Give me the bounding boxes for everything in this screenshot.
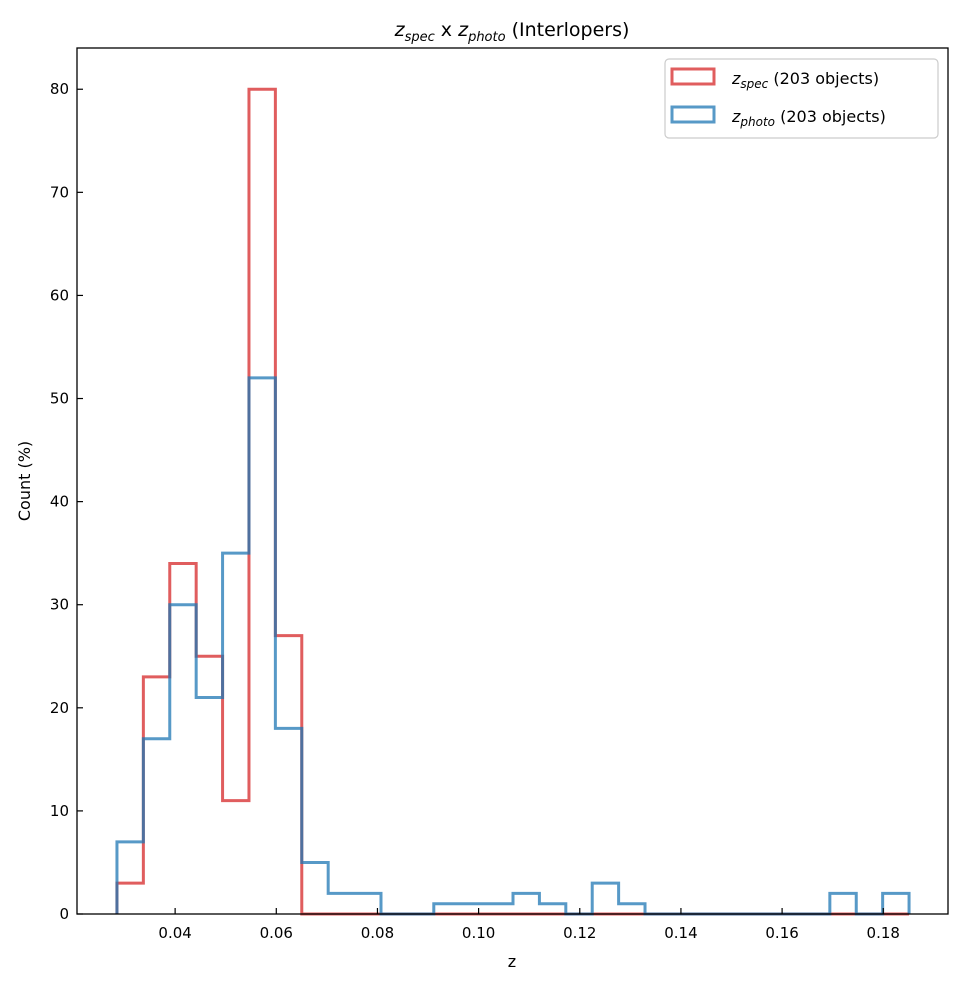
legend-label-spec: zspec (203 objects) (731, 69, 879, 91)
y-tick-label: 50 (50, 390, 69, 408)
histogram-bin (619, 904, 645, 914)
histogram-bin (487, 904, 513, 914)
legend-swatch-spec (670, 67, 716, 86)
series-photo (115, 376, 911, 916)
legend-box (664, 58, 939, 139)
y-tick-label: 10 (50, 802, 69, 820)
histogram-bin (143, 739, 169, 914)
histogram-bin (434, 904, 460, 914)
svg-text:zspec x zphoto (Interlopers): zspec x zphoto (Interlopers) (394, 19, 630, 45)
x-axis: 0.04 0.06 0.08 0.10 0.12 0.14 0.16 0.18 (158, 908, 900, 942)
title-suffix: (Interlopers) (506, 19, 630, 41)
x-tick-label: 0.16 (765, 924, 798, 942)
histogram-bin (513, 893, 539, 914)
x-tick-label: 0.04 (158, 924, 191, 942)
x-tick-label: 0.06 (260, 924, 293, 942)
title-mid: x (435, 19, 458, 41)
legend: zspec (203 objects) zphoto (203 objects) (664, 58, 939, 139)
histogram-bin (249, 378, 275, 914)
x-tick-label: 0.08 (361, 924, 394, 942)
histogram-bin (539, 904, 565, 914)
y-axis-label: Count (%) (15, 441, 34, 521)
title-sub2: photo (467, 30, 506, 45)
y-tick-label: 80 (50, 80, 69, 98)
histogram-bin (302, 862, 328, 914)
histogram-bin (883, 893, 909, 914)
x-tick-label: 0.10 (462, 924, 495, 942)
title-var2: z (457, 19, 469, 41)
y-tick-label: 60 (50, 286, 69, 304)
series-layer (115, 87, 911, 916)
y-axis: 0 10 20 30 40 50 60 70 80 (50, 80, 83, 923)
y-tick-label: 20 (50, 699, 69, 717)
x-axis-label: z (508, 952, 516, 971)
histogram-bin (275, 728, 301, 914)
y-tick-label: 40 (50, 493, 69, 511)
title-var1: z (394, 19, 406, 41)
title-sub1: spec (405, 30, 435, 45)
histogram-bin (117, 842, 143, 914)
histogram-bin (170, 605, 196, 914)
histogram-bin (592, 883, 618, 914)
chart-title: zspec x zphoto (Interlopers) (394, 19, 630, 45)
histogram-bin (328, 893, 354, 914)
x-tick-label: 0.12 (563, 924, 596, 942)
x-tick-label: 0.14 (664, 924, 697, 942)
x-tick-label: 0.18 (867, 924, 900, 942)
legend-swatch-photo (670, 105, 716, 124)
y-tick-label: 70 (50, 183, 69, 201)
histogram-bin (460, 904, 486, 914)
histogram-bin (223, 553, 249, 914)
histogram-bin (196, 698, 222, 915)
legend-label-photo: zphoto (203 objects) (731, 107, 886, 129)
plot-frame (76, 47, 949, 915)
y-tick-label: 30 (50, 596, 69, 614)
histogram-bin (830, 893, 856, 914)
y-tick-label: 0 (59, 905, 69, 923)
